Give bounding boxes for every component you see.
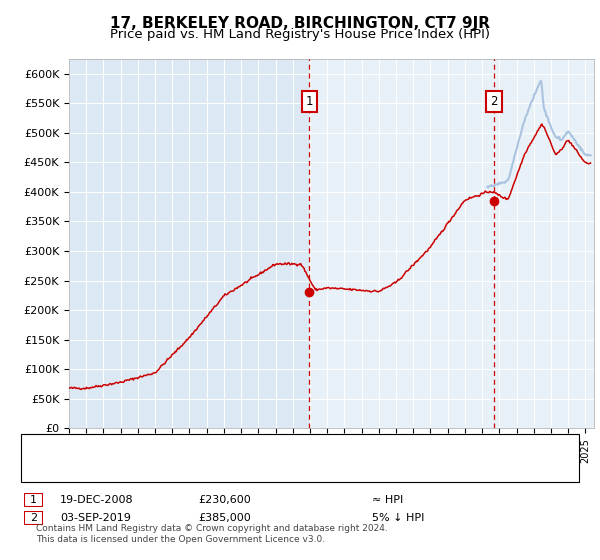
Text: HPI: Average price, detached house, Thanet: HPI: Average price, detached house, Than… — [69, 462, 298, 472]
FancyBboxPatch shape — [24, 511, 43, 525]
Text: 19-DEC-2008: 19-DEC-2008 — [60, 495, 134, 505]
Bar — [310, 59, 594, 428]
Text: £385,000: £385,000 — [198, 513, 251, 523]
Text: 17, BERKELEY ROAD, BIRCHINGTON, CT7 9JR: 17, BERKELEY ROAD, BIRCHINGTON, CT7 9JR — [110, 16, 490, 31]
Text: ≈ HPI: ≈ HPI — [372, 495, 403, 505]
Text: 1: 1 — [30, 495, 37, 505]
Text: Contains HM Land Registry data © Crown copyright and database right 2024.
This d: Contains HM Land Registry data © Crown c… — [36, 524, 388, 544]
Text: 2: 2 — [30, 513, 37, 523]
Text: 17, BERKELEY ROAD, BIRCHINGTON, CT7 9JR (detached house): 17, BERKELEY ROAD, BIRCHINGTON, CT7 9JR … — [69, 444, 396, 454]
FancyBboxPatch shape — [24, 493, 43, 507]
Text: 2: 2 — [490, 95, 497, 108]
Text: Price paid vs. HM Land Registry's House Price Index (HPI): Price paid vs. HM Land Registry's House … — [110, 28, 490, 41]
Text: 5% ↓ HPI: 5% ↓ HPI — [372, 513, 424, 523]
Text: 1: 1 — [306, 95, 313, 108]
Text: £230,600: £230,600 — [198, 495, 251, 505]
Text: 03-SEP-2019: 03-SEP-2019 — [60, 513, 131, 523]
